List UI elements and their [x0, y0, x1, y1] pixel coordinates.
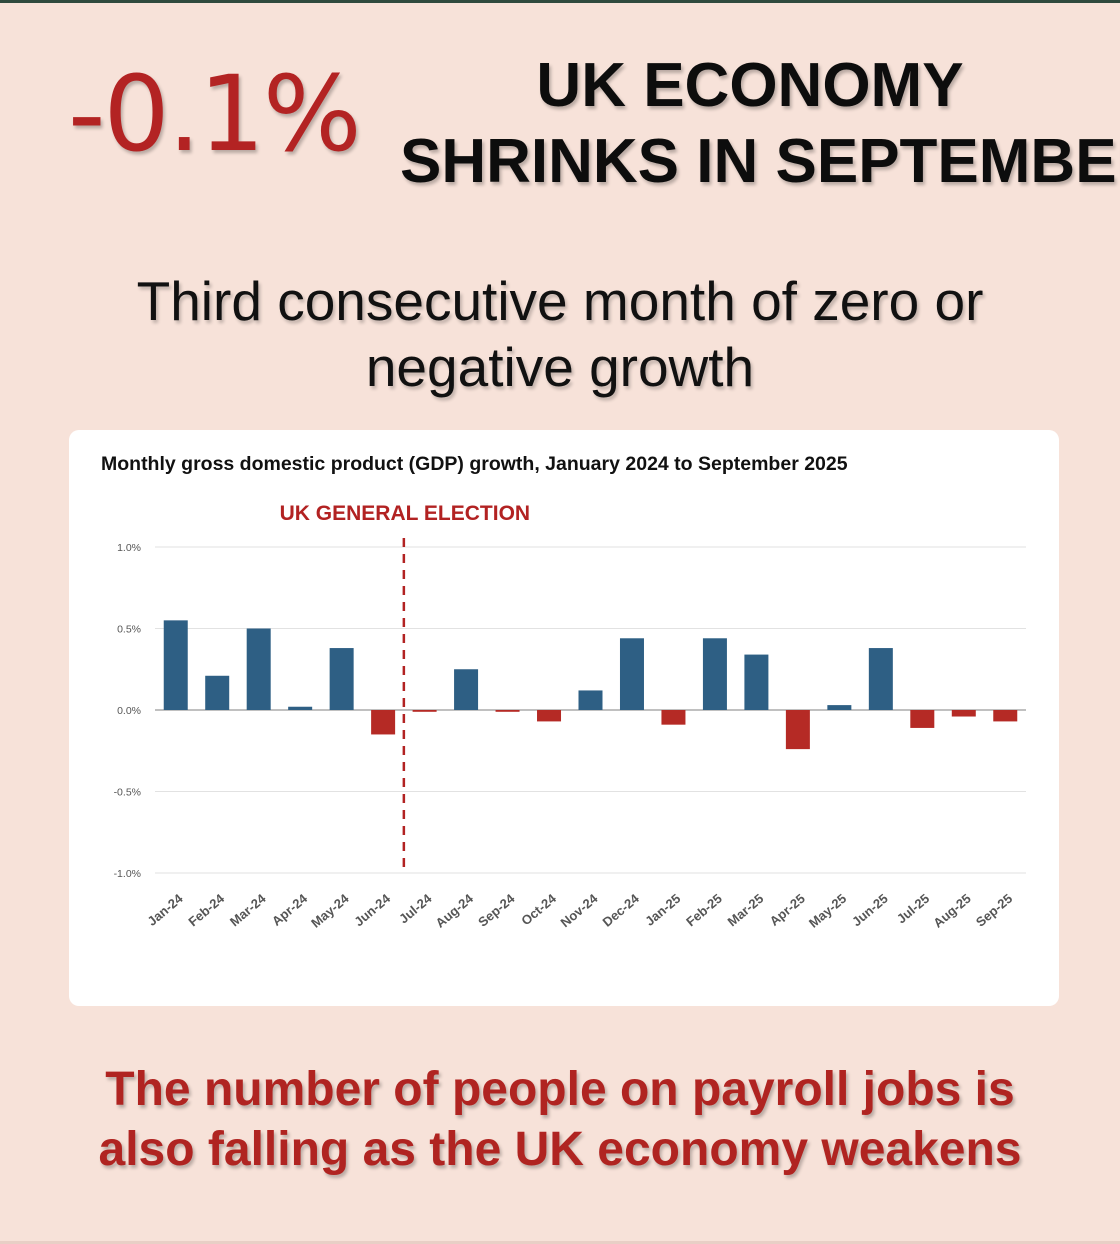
- headline-line-1: UK ECONOMY: [536, 51, 964, 120]
- subtitle: Third consecutive month of zero or negat…: [20, 268, 1100, 400]
- x-tick-label: Jul-25: [894, 891, 932, 927]
- x-tick-label: Dec-24: [600, 890, 643, 929]
- bar-sep-25: [993, 710, 1018, 722]
- x-tick-label: Sep-24: [475, 890, 518, 929]
- footer-line-1: The number of people on payroll jobs is: [105, 1063, 1015, 1116]
- election-annotation-label: UK GENERAL ELECTION: [280, 502, 530, 525]
- bar-jul-25: [910, 710, 935, 728]
- top-border: [0, 0, 1120, 3]
- y-tick-label: 0.0%: [117, 705, 141, 717]
- y-tick-label: -1.0%: [114, 868, 141, 880]
- x-tick-label: Jun-25: [849, 891, 891, 929]
- bar-apr-25: [785, 710, 810, 750]
- bar-may-24: [329, 648, 354, 710]
- x-tick-label: May-24: [308, 890, 352, 930]
- bar-nov-24: [578, 690, 603, 710]
- bar-apr-24: [288, 706, 313, 710]
- bar-oct-24: [537, 710, 562, 722]
- x-tick-label: Aug-25: [930, 891, 973, 931]
- bar-feb-25: [702, 638, 727, 710]
- bar-jan-24: [163, 620, 188, 710]
- x-tick-label: Feb-24: [185, 890, 227, 929]
- chart-title: Monthly gross domestic product (GDP) gro…: [101, 453, 848, 475]
- headline-figure: -0.1%: [68, 53, 362, 175]
- footer-message: The number of people on payroll jobs is …: [30, 1060, 1090, 1180]
- subtitle-line-2: negative growth: [365, 336, 755, 398]
- bar-dec-24: [619, 638, 644, 710]
- x-tick-label: Mar-24: [227, 890, 269, 929]
- bar-jun-25: [868, 648, 893, 710]
- bar-feb-24: [205, 675, 230, 710]
- gdp-growth-chart: Monthly gross domestic product (GDP) gro…: [101, 453, 1026, 931]
- x-tick-label: Jan-24: [144, 890, 186, 928]
- x-tick-label: Jan-25: [642, 891, 683, 929]
- bar-sep-24: [495, 710, 520, 712]
- x-tick-label: Sep-25: [973, 891, 1015, 930]
- x-tick-label: Apr-24: [269, 890, 311, 928]
- x-tick-label: Nov-24: [558, 890, 601, 930]
- chart-card: Monthly gross domestic product (GDP) gro…: [69, 430, 1059, 1006]
- x-tick-label: Jun-24: [351, 890, 393, 929]
- y-tick-label: 1.0%: [117, 542, 141, 554]
- x-tick-label: Mar-25: [725, 891, 767, 929]
- bar-mar-24: [246, 628, 271, 710]
- headline: UK ECONOMY SHRINKS IN SEPTEMBER: [400, 48, 1120, 200]
- bar-aug-24: [454, 669, 479, 710]
- x-tick-label: Jul-24: [396, 890, 435, 926]
- bar-jan-25: [661, 710, 686, 725]
- x-tick-label: Apr-25: [767, 891, 808, 929]
- footer-line-2: also falling as the UK economy weakens: [98, 1123, 1022, 1176]
- bar-mar-25: [744, 654, 769, 710]
- bar-may-25: [827, 705, 852, 710]
- bar-aug-25: [951, 710, 976, 717]
- subtitle-line-1: Third consecutive month of zero or: [136, 270, 984, 332]
- headline-line-2: SHRINKS IN SEPTEMBER: [400, 127, 1120, 196]
- y-tick-label: 0.5%: [117, 624, 141, 636]
- bar-jul-24: [412, 710, 437, 712]
- x-tick-label: May-25: [806, 891, 849, 931]
- x-tick-label: Aug-24: [433, 890, 477, 930]
- y-tick-label: -0.5%: [114, 787, 141, 799]
- bottom-border: [0, 1241, 1120, 1244]
- bar-jun-24: [371, 710, 396, 735]
- x-tick-label: Feb-25: [683, 891, 725, 929]
- x-tick-label: Oct-24: [518, 890, 559, 928]
